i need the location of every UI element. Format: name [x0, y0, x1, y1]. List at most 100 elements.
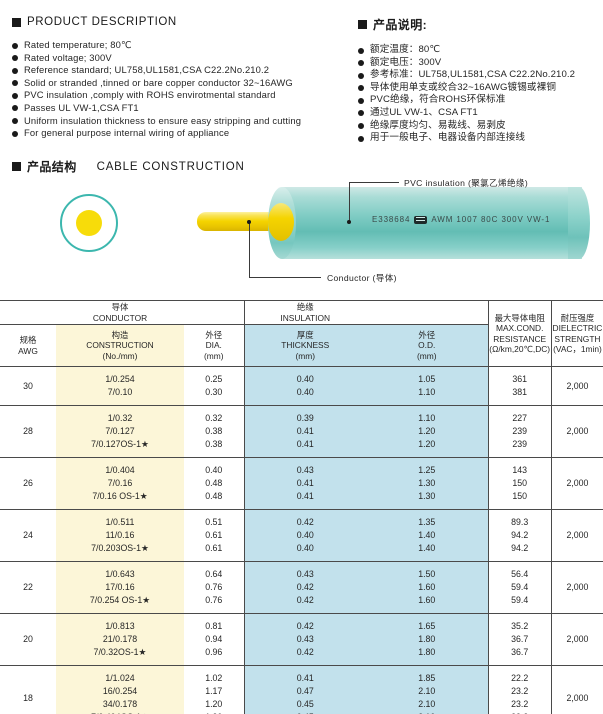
cell-construction: 1/0.32 7/0.127 7/0.127OS-1★	[56, 405, 184, 458]
cell-insulation-thickness: 0.43 0.41 0.41	[243, 457, 366, 510]
cable-print-ratings: AWM 1007 80C 300V VW-1	[431, 215, 551, 224]
round-bullet-icon	[12, 118, 18, 125]
cell-awg-value: 28	[23, 426, 33, 436]
cell-insulation-od-value: 1.05	[418, 374, 436, 384]
cell-insulation-od: 1.65 1.80 1.80	[366, 613, 488, 666]
cell-construction-value: 1/0.254	[105, 374, 135, 384]
table-row: 26 1/0.404 7/0.16 7/0.16 OS-1★ 0.40 0.48 0.48 0…	[0, 457, 603, 510]
table-row: 28 1/0.32 7/0.127 7/0.127OS-1★ 0.32 0.38 0.38 0…	[0, 405, 603, 458]
bullet-text: Solid or stranded ,tinned or bare copper…	[24, 76, 293, 88]
bullet-text: 额定温度：80℃	[370, 44, 441, 55]
cell-conductor-dia: 0.40 0.48 0.48	[184, 458, 244, 510]
round-bullet-icon	[358, 123, 364, 130]
header-conductor-dia: 外径 DIA. (mm)	[184, 324, 244, 367]
cell-conductor-dia-value: 0.32	[205, 413, 223, 423]
cell-resistance: 56.4 59.4 59.4	[487, 561, 552, 614]
cell-construction-value: 21/0.178	[102, 634, 138, 644]
cell-insulation-thickness-value: 0.41	[296, 426, 314, 436]
cell-conductor-dia-value: 0.94	[205, 634, 223, 644]
cable-construction-heading: 产品结构 CABLE CONSTRUCTION	[12, 158, 245, 175]
bullet-text: For general purpose internal wiring of a…	[24, 127, 230, 139]
cell-insulation-thickness-value: 0.42	[296, 595, 314, 605]
cell-conductor-dia-value: 0.48	[205, 478, 223, 488]
thickness-header-en: THICKNESS	[281, 340, 330, 351]
cell-construction-value: 1/1.024	[105, 673, 135, 683]
cell-construction-value: 7/0.127OS-1★	[91, 439, 149, 449]
bullet-text: Uniform insulation thickness to ensure e…	[24, 114, 302, 126]
cell-insulation-thickness: 0.43 0.42 0.42	[243, 561, 366, 614]
cell-dielectric-strength: 2,000	[550, 366, 603, 406]
cell-awg: 30	[0, 367, 56, 406]
table-group-header-row: 导体 CONDUCTOR 绝缘 INSULATION 最大导体电阻 MAX.CO…	[0, 300, 603, 367]
cable-jacket-body	[282, 187, 582, 259]
cell-insulation-thickness-value: 0.43	[296, 569, 314, 579]
table-row: 20 1/0.813 21/0.178 7/0.32OS-1★ 0.81 0.94 0.96…	[0, 613, 603, 666]
cell-conductor-dia: 0.64 0.76 0.76	[184, 562, 244, 614]
square-bullet-icon	[12, 17, 21, 27]
cell-awg-value: 26	[23, 478, 33, 488]
round-bullet-icon	[358, 85, 364, 92]
cell-dielectric-strength: 2,000	[550, 509, 603, 562]
cell-awg-value: 18	[23, 692, 33, 703]
cell-conductor-dia-value: 1.20	[205, 699, 223, 709]
od-header-unit: (mm)	[416, 350, 437, 361]
cell-insulation-thickness-value: 0.40	[296, 374, 314, 384]
description-bullets-chinese: 额定温度：80℃ 额定电压：300V 参考标准：UL758,UL1581,CSA…	[358, 44, 603, 145]
cell-conductor-dia-value: 0.76	[205, 582, 223, 592]
cell-conductor-dia-value: 1.17	[205, 686, 223, 696]
construction-header-en: CONSTRUCTION	[86, 340, 154, 351]
cell-awg-value: 30	[23, 380, 33, 391]
cell-insulation-od-value: 1.60	[418, 595, 436, 605]
description-bullets-english: Rated temperature; 80℃ Rated voltage; 30…	[12, 39, 352, 140]
cell-insulation-od-value: 1.50	[418, 569, 436, 579]
ul-logo-icon	[414, 215, 428, 224]
cell-insulation-thickness-value: 0.39	[296, 413, 314, 423]
cell-insulation-thickness: 0.42 0.40 0.40	[243, 509, 366, 562]
bullet-item: Rated voltage; 300V	[12, 52, 352, 65]
dia-header-cn: 外径	[205, 329, 223, 340]
construction-header-unit: (No./mm)	[102, 350, 138, 361]
round-bullet-icon	[12, 80, 18, 87]
cell-insulation-od-value: 1.20	[418, 439, 436, 449]
cell-construction: 1/0.643 17/0.16 7/0.254 OS-1★	[56, 561, 184, 614]
cell-conductor-dia: 0.51 0.61 0.61	[184, 510, 244, 562]
cell-insulation-od-value: 1.20	[418, 426, 436, 436]
cell-dielectric-strength-value: 2,000	[566, 634, 589, 644]
cell-construction-value: 7/0.254 OS-1★	[89, 595, 151, 605]
header-construction: 构造 CONSTRUCTION (No./mm)	[56, 324, 184, 367]
cell-insulation-od-value: 1.30	[418, 478, 436, 488]
bullet-item: 额定电压：300V	[358, 57, 603, 70]
product-description-heading: PRODUCT DESCRIPTION	[12, 16, 352, 28]
cell-construction: 1/0.404 7/0.16 7/0.16 OS-1★	[56, 457, 184, 510]
cell-dielectric-strength-value: 2,000	[566, 380, 589, 391]
cell-conductor-dia-value: 0.38	[205, 439, 223, 449]
cell-insulation-od-value: 1.30	[418, 491, 436, 501]
cell-resistance: 22.2 23.2 23.2 23.2	[487, 665, 552, 714]
conductor-leader-line-vertical	[249, 223, 250, 278]
group-conductor-cn: 导体	[111, 302, 129, 312]
dia-header-en: DIA.	[205, 340, 222, 351]
cell-insulation-thickness-value: 0.41	[296, 478, 314, 488]
cell-construction: 1/1.024 16/0.254 34/0.178 7/0.404OS-1★	[56, 665, 184, 714]
res-header-en1: MAX.COND.	[495, 323, 544, 333]
insulation-leader-line-horizontal	[349, 182, 399, 183]
cell-conductor-dia: 0.32 0.38 0.38	[184, 406, 244, 458]
product-description-heading-cn: 产品说明:	[358, 16, 603, 33]
diel-header-unit: (VAC，1min)	[553, 344, 602, 354]
cell-resistance-value: 94.2	[511, 543, 529, 553]
cell-insulation-thickness-value: 0.41	[296, 491, 314, 501]
bullet-item: Passes UL VW-1,CSA FT1	[12, 102, 352, 115]
bullet-text: 导体使用单支或绞合32~16AWG镀锡或裸铜	[370, 81, 557, 93]
cell-insulation-thickness-value: 0.41	[296, 673, 314, 683]
header-insulation-od: 外径 O.D. (mm)	[366, 324, 488, 367]
cell-awg: 20	[0, 614, 56, 666]
diel-header-en1: DIELECTRIC	[552, 323, 603, 333]
cell-conductor-dia-value: 0.64	[205, 569, 223, 579]
od-header-cn: 外径	[418, 329, 436, 340]
product-description-title-cn: 产品说明:	[373, 18, 427, 32]
cell-awg-value: 22	[23, 582, 33, 592]
cell-insulation-od: 1.10 1.20 1.20	[366, 405, 488, 458]
cell-construction-value: 16/0.254	[102, 686, 138, 696]
cell-construction: 1/0.254 7/0.10	[56, 366, 184, 406]
cell-conductor-dia-value: 0.48	[205, 491, 223, 501]
